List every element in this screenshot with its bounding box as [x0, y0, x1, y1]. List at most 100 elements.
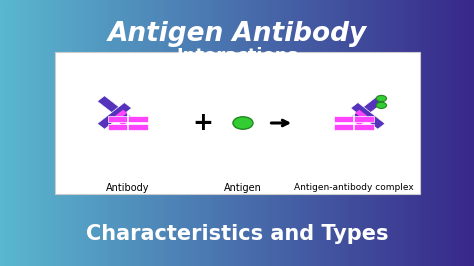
Bar — [319, 0, 322, 266]
Bar — [449, 0, 451, 266]
Bar — [70, 0, 72, 266]
Bar — [346, 0, 348, 266]
Polygon shape — [355, 117, 367, 126]
Bar — [57, 0, 59, 266]
FancyBboxPatch shape — [334, 124, 374, 130]
Polygon shape — [97, 96, 132, 122]
Bar — [98, 0, 100, 266]
Bar — [473, 0, 474, 266]
Bar — [32, 0, 34, 266]
Bar — [63, 0, 66, 266]
Bar — [278, 0, 281, 266]
Text: Antigen Antibody: Antigen Antibody — [108, 21, 366, 47]
Bar — [408, 0, 410, 266]
Bar — [218, 0, 220, 266]
Bar — [314, 0, 317, 266]
Bar — [397, 0, 399, 266]
Bar — [237, 0, 239, 266]
Bar — [142, 0, 145, 266]
Bar — [82, 0, 85, 266]
Bar — [87, 0, 90, 266]
Bar — [265, 0, 268, 266]
Bar — [19, 0, 21, 266]
Bar — [389, 0, 391, 266]
Bar — [123, 0, 126, 266]
Bar — [49, 0, 52, 266]
Bar — [398, 0, 401, 266]
Bar — [245, 0, 247, 266]
Bar — [8, 0, 10, 266]
Bar — [110, 0, 113, 266]
Bar — [172, 0, 175, 266]
Bar — [240, 0, 243, 266]
Bar — [5, 0, 7, 266]
Bar — [272, 0, 274, 266]
Bar — [185, 0, 187, 266]
Bar — [347, 0, 350, 266]
Bar — [289, 0, 292, 266]
Bar — [262, 0, 265, 266]
Bar — [251, 0, 254, 266]
Bar — [205, 0, 208, 266]
Bar — [163, 0, 165, 266]
Bar — [46, 0, 48, 266]
Bar — [90, 0, 92, 266]
Bar — [128, 0, 130, 266]
Bar — [215, 0, 218, 266]
Bar — [284, 0, 287, 266]
Bar — [232, 0, 235, 266]
Bar — [283, 0, 285, 266]
Bar — [217, 0, 219, 266]
Bar — [313, 0, 315, 266]
Bar — [228, 0, 230, 266]
Polygon shape — [351, 102, 385, 129]
Bar — [100, 0, 102, 266]
Bar — [219, 0, 222, 266]
Bar — [337, 0, 339, 266]
Bar — [286, 0, 289, 266]
Bar — [125, 0, 128, 266]
Bar — [455, 0, 457, 266]
Bar — [248, 0, 251, 266]
Bar — [452, 0, 455, 266]
Bar — [33, 0, 36, 266]
Bar — [468, 0, 470, 266]
FancyBboxPatch shape — [108, 124, 148, 130]
Bar — [357, 0, 360, 266]
Bar — [392, 0, 394, 266]
Text: Antigen-antibody complex: Antigen-antibody complex — [294, 183, 414, 192]
Bar — [188, 0, 191, 266]
Bar — [169, 0, 172, 266]
Bar — [62, 0, 64, 266]
Bar — [68, 0, 71, 266]
Bar — [356, 0, 358, 266]
Bar — [256, 0, 258, 266]
Bar — [281, 0, 284, 266]
Bar — [161, 0, 164, 266]
Bar — [133, 0, 135, 266]
Bar — [35, 0, 37, 266]
Bar — [38, 0, 40, 266]
Bar — [55, 0, 58, 266]
Bar — [193, 0, 195, 266]
Bar — [238, 0, 241, 266]
Bar — [115, 0, 118, 266]
Text: Characteristics and Types: Characteristics and Types — [86, 224, 388, 244]
Bar — [305, 0, 308, 266]
Bar — [198, 0, 200, 266]
Bar — [52, 0, 55, 266]
Bar — [16, 0, 18, 266]
Bar — [362, 0, 365, 266]
Bar — [224, 0, 227, 266]
Bar — [179, 0, 181, 266]
Bar — [264, 0, 266, 266]
Bar — [95, 0, 97, 266]
Bar — [147, 0, 149, 266]
Bar — [335, 0, 337, 266]
Bar — [414, 0, 417, 266]
Bar — [226, 0, 228, 266]
Bar — [146, 0, 148, 266]
Bar — [58, 0, 61, 266]
Bar — [25, 0, 28, 266]
Bar — [365, 0, 367, 266]
